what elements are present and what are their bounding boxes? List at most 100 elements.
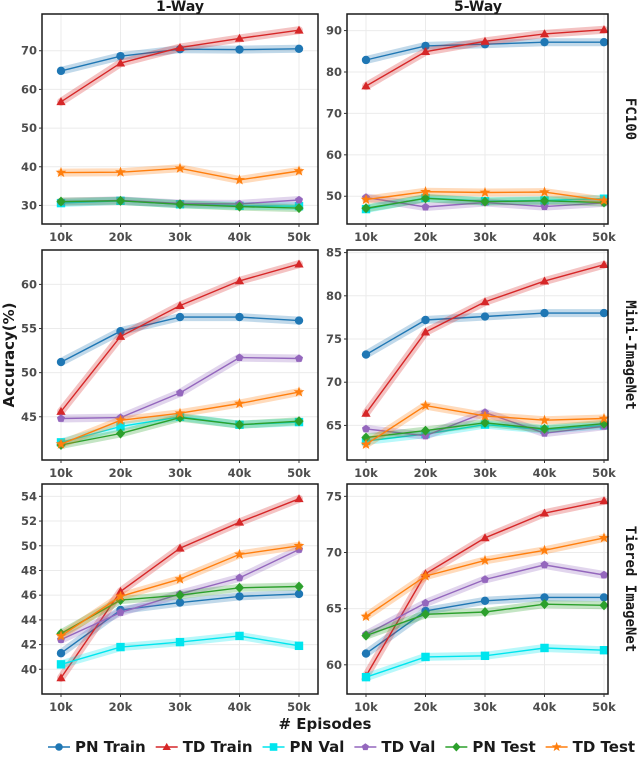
x-tick-label: 10k [354, 466, 378, 480]
data-point [420, 47, 431, 56]
panel-border [346, 13, 609, 225]
x-tick-label: 40k [533, 230, 557, 244]
data-point [234, 33, 245, 42]
series-td-train [56, 494, 304, 682]
y-tick-label: 52 [21, 514, 37, 528]
legend-item-pn-train: PN Train [48, 738, 146, 756]
panel-fc100-1-way: 30 40 50 60 70 10k 20k 30k 40k 50k [21, 13, 319, 244]
y-tick-label: 48 [21, 563, 37, 577]
labels-layer: 1-Way 5-Way FC100 Mini-ImageNet Tiered I… [0, 0, 638, 733]
data-point [294, 25, 304, 34]
data-point [115, 166, 126, 177]
row-title-fc100: FC100 [622, 98, 638, 140]
data-point [234, 276, 245, 285]
data-point [235, 45, 244, 54]
data-point [175, 598, 185, 607]
data-point [234, 201, 245, 212]
y-tick-label: 50 [326, 189, 342, 203]
data-point [295, 354, 303, 362]
data-point [539, 276, 550, 285]
data-point [479, 554, 491, 565]
legend: PN Train TD Train PN Val TD Val PN Test TD Te… [48, 738, 635, 756]
data-point [539, 29, 550, 38]
y-tick-label: 60 [326, 148, 342, 162]
data-point [479, 186, 491, 198]
panel-border [346, 483, 609, 695]
data-point [175, 637, 185, 647]
data-point [539, 544, 550, 555]
panel-border [346, 249, 609, 461]
x-tick-label: 40k [533, 466, 557, 480]
data-point [540, 37, 549, 47]
series-td-train [56, 259, 304, 416]
legend-label: PN Val [290, 738, 345, 756]
y-axis-title: Accuracy(%) [0, 303, 18, 408]
series-pn-train [56, 589, 304, 658]
data-point [294, 203, 304, 214]
data-point [480, 312, 490, 321]
data-point [361, 55, 371, 65]
data-point [480, 196, 490, 207]
legend-marker-circle-icon [55, 743, 63, 751]
panel-tiered-imagenet-5-way: 60 65 70 75 10k 20k 30k 40k 50k [326, 483, 616, 714]
data-point [234, 548, 245, 559]
y-tick-label: 85 [326, 246, 342, 260]
data-point [420, 570, 431, 581]
data-point [175, 543, 185, 552]
data-point [234, 174, 245, 185]
data-point [235, 312, 244, 322]
data-point [175, 300, 185, 309]
y-tick-label: 60 [21, 82, 37, 96]
data-point [539, 508, 550, 517]
data-point [598, 194, 610, 205]
data-point [56, 196, 66, 207]
legend-item-td-test: TD Test [545, 738, 635, 756]
legend-item-td-val: TD Val [354, 738, 435, 756]
data-point [56, 660, 66, 669]
y-tick-label: 90 [326, 24, 342, 38]
x-tick-label: 10k [49, 700, 73, 714]
y-tick-label: 40 [21, 662, 37, 676]
series-pn-test [361, 193, 609, 214]
data-point [55, 438, 67, 449]
legend-label: TD Train [183, 738, 253, 756]
data-point [293, 165, 305, 176]
y-tick-label: 44 [21, 613, 37, 627]
data-point [421, 41, 430, 51]
data-point [599, 593, 609, 602]
y-tick-label: 70 [326, 546, 342, 560]
data-point [56, 649, 66, 658]
data-point [56, 406, 66, 415]
x-tick-label: 20k [414, 466, 438, 480]
data-point [421, 652, 430, 662]
x-tick-label: 30k [168, 230, 192, 244]
data-point [361, 630, 371, 641]
data-point [293, 540, 305, 551]
legend-item-pn-val: PN Val [262, 738, 345, 756]
series-td-val [362, 560, 608, 639]
x-tick-label: 50k [287, 466, 311, 480]
data-point [115, 428, 126, 439]
data-point [420, 609, 431, 620]
series-pn-test [361, 599, 609, 641]
data-point [421, 315, 430, 325]
x-tick-label: 20k [109, 230, 133, 244]
row-title-tiered-imagenet: Tiered ImageNet [622, 526, 638, 652]
x-tick-label: 30k [168, 700, 192, 714]
x-tick-label: 50k [592, 466, 616, 480]
x-tick-label: 10k [49, 466, 73, 480]
data-point [360, 438, 372, 450]
data-point [361, 203, 371, 214]
y-tick-label: 50 [21, 539, 37, 553]
data-point [116, 422, 125, 431]
y-tick-label: 65 [326, 418, 342, 432]
legend-marker-star-icon [551, 741, 562, 752]
y-tick-label: 70 [21, 44, 37, 58]
legend-label: TD Test [573, 738, 635, 756]
data-point [539, 195, 550, 206]
y-tick-label: 70 [326, 106, 342, 120]
x-tick-label: 20k [414, 230, 438, 244]
data-point [540, 308, 549, 318]
data-point [420, 399, 431, 411]
series-td-train [56, 25, 304, 106]
